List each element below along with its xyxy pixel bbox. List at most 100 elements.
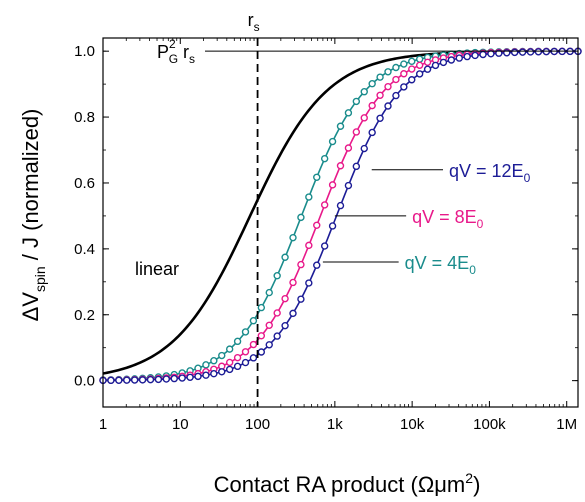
series-point-3 <box>178 374 186 382</box>
series-point-3 <box>368 128 376 137</box>
series-point-3 <box>463 52 471 61</box>
plot-frame <box>102 37 579 408</box>
series-point-3 <box>289 309 297 318</box>
series-point-2 <box>384 82 392 91</box>
series-point-3 <box>479 50 487 59</box>
series-point-3 <box>336 201 345 210</box>
y-tick-label: 0.0 <box>74 373 95 390</box>
curves-layer <box>99 47 582 385</box>
series-point-1 <box>313 173 321 182</box>
x-tick-label: 100 <box>245 416 270 433</box>
y-tick-label: 0.4 <box>74 241 95 258</box>
series-point-3 <box>186 373 194 381</box>
series-point-2 <box>249 340 258 349</box>
series-point-3 <box>408 76 416 84</box>
series-point-3 <box>281 321 289 330</box>
series-point-3 <box>495 49 503 57</box>
series-point-2 <box>360 114 368 122</box>
series-point-3 <box>225 365 234 374</box>
series-point-2 <box>328 181 337 189</box>
series-point-3 <box>115 376 123 384</box>
series-point-3 <box>400 83 408 91</box>
series-point-2 <box>241 348 250 356</box>
series-point-3 <box>439 58 448 67</box>
series-point-1 <box>400 60 408 68</box>
x-tick-label: 1k <box>327 416 343 433</box>
annotation-label-1: qV = 8E0 <box>412 207 484 231</box>
series-point-3 <box>328 222 337 230</box>
series-point-3 <box>455 54 463 62</box>
series-point-2 <box>233 353 242 362</box>
series-point-2 <box>297 260 305 269</box>
series-point-1 <box>289 233 297 242</box>
series-point-2 <box>400 70 408 78</box>
series-point-1 <box>218 351 226 360</box>
series-point-1 <box>328 137 337 146</box>
series-point-1 <box>376 73 384 81</box>
rs-label: rs <box>248 10 260 34</box>
y-tick-label: 1.0 <box>74 43 95 60</box>
series-point-3 <box>503 49 511 57</box>
series-point-3 <box>123 376 131 384</box>
x-tick-label: 10 <box>172 416 189 433</box>
series-point-1 <box>408 57 416 66</box>
series-point-2 <box>336 162 345 170</box>
series-point-3 <box>257 348 266 356</box>
series-point-3 <box>415 70 424 78</box>
series-point-3 <box>162 375 171 383</box>
series-point-3 <box>107 376 115 385</box>
series-point-2 <box>415 61 424 70</box>
series-point-2 <box>320 201 329 209</box>
series-point-2 <box>305 241 313 250</box>
series-point-2 <box>273 309 281 317</box>
annotations-layer: rs P2 G rs linear qV = 12E0 qV = 8E0 qV = 4E0 <box>135 10 578 407</box>
series-point-1 <box>233 337 242 346</box>
series-point-3 <box>130 376 139 384</box>
series-point-3 <box>194 372 202 381</box>
series-point-1 <box>360 88 368 96</box>
series-point-1 <box>368 80 376 88</box>
series-point-3 <box>431 61 440 70</box>
series-point-3 <box>471 51 479 60</box>
series-point-2 <box>257 332 266 340</box>
series-point-2 <box>281 294 289 303</box>
series-point-2 <box>225 358 234 367</box>
series-point-3 <box>241 358 250 367</box>
series-point-1 <box>305 193 313 201</box>
series-point-2 <box>289 278 297 287</box>
x-tick-label: 1M <box>556 416 577 433</box>
series-point-2 <box>344 144 353 152</box>
series-point-1 <box>225 345 234 353</box>
series-point-1 <box>297 213 305 222</box>
series-point-3 <box>146 375 155 384</box>
series-point-1 <box>352 97 361 106</box>
series-point-3 <box>170 374 178 383</box>
series-point-3 <box>352 162 361 171</box>
series-point-1 <box>249 317 258 325</box>
pg-rs-label: P2 G rs <box>157 37 195 66</box>
series-point-3 <box>138 376 147 384</box>
series-point-1 <box>273 272 281 280</box>
x-axis-title: Contact RA product (Ωμm2) <box>214 470 481 497</box>
series-point-1 <box>241 328 250 336</box>
series-point-1 <box>202 361 210 369</box>
x-tick-label: 10k <box>400 416 425 433</box>
ticks-layer: 1 10 100 1k 10k 100k 1M 0.0 0.2 0.4 0.6 0.8 1.0 <box>74 38 578 433</box>
y-axis-title: ΔVspin / J (normalized) <box>18 109 48 322</box>
x-tick-label: 100k <box>473 416 506 433</box>
series-point-3 <box>233 362 242 371</box>
series-point-1 <box>344 109 353 117</box>
series-point-3 <box>313 261 321 269</box>
series-point-2 <box>265 321 273 329</box>
series-point-3 <box>526 48 535 56</box>
series-point-3 <box>202 371 210 379</box>
series-point-3 <box>218 368 226 376</box>
series-point-3 <box>510 48 519 57</box>
series-point-2 <box>423 58 432 67</box>
series-point-1 <box>392 63 400 72</box>
series-point-1 <box>415 55 424 63</box>
series-point-3 <box>360 144 368 153</box>
series-point-1 <box>265 288 273 297</box>
y-tick-label: 0.2 <box>74 307 95 324</box>
